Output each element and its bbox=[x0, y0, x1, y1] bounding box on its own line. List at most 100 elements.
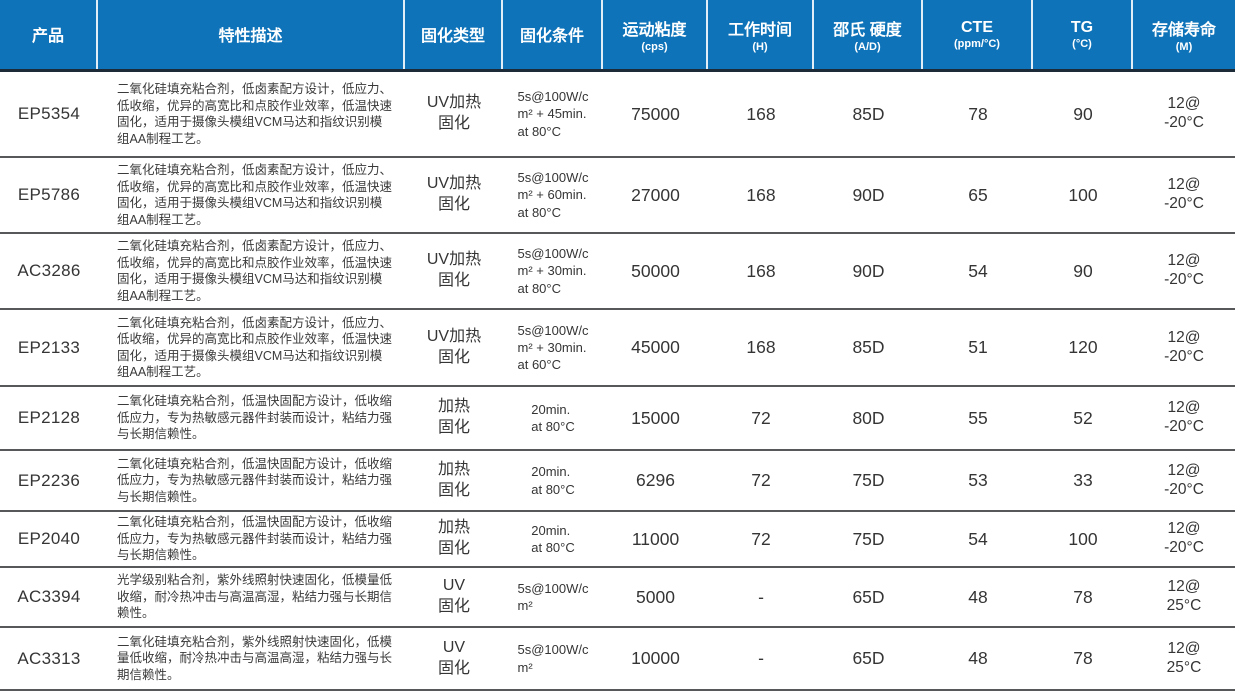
shelf-life-value: 12@ 25°C bbox=[1166, 578, 1202, 614]
column-header-label: 固化类型 bbox=[420, 28, 485, 45]
feature-description: 二氧化硅填充粘合剂，低卤素配方设计，低应力、低收缩，优异的高宽比和点胶作业效率，… bbox=[117, 163, 393, 227]
product-name: EP2133 bbox=[17, 337, 81, 357]
column-header-description: 特性描述 bbox=[98, 0, 405, 69]
feature-description: 光学级别粘合剂，紫外线照射快速固化，低模量低收缩，耐冷热冲击与高温高湿，粘结力强… bbox=[117, 573, 393, 621]
cte-value: 51 bbox=[968, 337, 988, 357]
work-time-value: 72 bbox=[751, 528, 771, 549]
column-header-hardness: 邵氏 硬度 (A/D) bbox=[814, 0, 923, 69]
cure-condition: 5s@100W/c m² + 60min. at 80°C bbox=[503, 158, 603, 232]
product-name: EP5786 bbox=[17, 185, 81, 204]
cure-condition-text: 5s@100W/c m² + 30min. at 60°C bbox=[517, 322, 589, 373]
cure-condition: 20min. at 80°C bbox=[503, 387, 603, 449]
table-row: EP2128 二氧化硅填充粘合剂，低温快固配方设计，低收缩低应力，专为热敏感元器… bbox=[0, 387, 1235, 451]
table-row: EP5354 二氧化硅填充粘合剂，低卤素配方设计，低应力、低收缩，优异的高宽比和… bbox=[0, 72, 1235, 158]
column-header-label: 固化条件 bbox=[519, 28, 584, 45]
product-name: EP5354 bbox=[17, 104, 81, 123]
feature-description: 二氧化硅填充粘合剂，低卤素配方设计，低应力、低收缩，优异的高宽比和点胶作业效率，… bbox=[117, 239, 393, 303]
column-header-label: TG bbox=[1070, 19, 1094, 36]
viscosity-value: 75000 bbox=[631, 103, 680, 124]
product-name: AC3286 bbox=[17, 261, 81, 280]
product-name: AC3394 bbox=[17, 587, 81, 606]
feature-description: 二氧化硅填充粘合剂，低温快固配方设计，低收缩低应力，专为热敏感元器件封装而设计，… bbox=[117, 515, 393, 563]
column-header-sub: (H) bbox=[752, 41, 768, 53]
tg-value: 33 bbox=[1073, 470, 1093, 490]
work-time-value: 72 bbox=[751, 407, 771, 428]
cure-condition-text: 5s@100W/c m² + 45min. at 80°C bbox=[517, 89, 589, 139]
viscosity-value: 10000 bbox=[631, 648, 680, 668]
column-header-sub: (M) bbox=[1175, 41, 1193, 53]
column-header-tg: TG (°C) bbox=[1033, 0, 1133, 69]
column-header-label: 存储寿命 bbox=[1151, 22, 1216, 39]
tg-value: 78 bbox=[1073, 648, 1093, 668]
cure-condition: 5s@100W/c m² + 45min. at 80°C bbox=[503, 72, 603, 156]
work-time-value: 168 bbox=[746, 260, 776, 281]
feature-description: 二氧化硅填充粘合剂，紫外线照射快速固化，低模量低收缩，耐冷热冲击与高温高湿，粘结… bbox=[117, 634, 393, 682]
cure-condition-text: 20min. at 80°C bbox=[531, 401, 575, 434]
feature-description: 二氧化硅填充粘合剂，低卤素配方设计，低应力、低收缩，优异的高宽比和点胶作业效率，… bbox=[117, 315, 393, 380]
hardness-value: 85D bbox=[852, 337, 885, 357]
hardness-value: 75D bbox=[852, 470, 885, 490]
column-header-label: 运动粘度 bbox=[622, 22, 687, 39]
column-header-sub: (°C) bbox=[1072, 38, 1092, 50]
cure-condition-text: 5s@100W/c m² bbox=[517, 642, 589, 675]
viscosity-value: 45000 bbox=[631, 337, 680, 357]
column-header-shelf-life: 存储寿命 (M) bbox=[1133, 0, 1235, 69]
hardness-value: 65D bbox=[852, 648, 885, 668]
work-time-value: 168 bbox=[746, 337, 776, 357]
column-header-work-time: 工作时间 (H) bbox=[708, 0, 814, 69]
column-header-cure-type: 固化类型 bbox=[405, 0, 503, 69]
cure-condition-text: 20min. at 80°C bbox=[531, 464, 575, 497]
shelf-life-value: 12@ -20°C bbox=[1164, 252, 1204, 288]
cure-type: 加热 固化 bbox=[437, 519, 470, 557]
tg-value: 100 bbox=[1068, 184, 1098, 205]
work-time-value: - bbox=[758, 586, 764, 607]
hardness-value: 65D bbox=[852, 586, 885, 607]
work-time-value: - bbox=[758, 648, 764, 668]
hardness-value: 75D bbox=[852, 528, 885, 549]
viscosity-value: 5000 bbox=[636, 586, 675, 607]
feature-description: 二氧化硅填充粘合剂，低卤素配方设计，低应力、低收缩，优异的高宽比和点胶作业效率，… bbox=[117, 82, 393, 146]
viscosity-value: 15000 bbox=[631, 407, 680, 428]
cure-condition-text: 5s@100W/c m² bbox=[517, 580, 589, 613]
product-name: EP2040 bbox=[17, 529, 81, 548]
cte-value: 48 bbox=[968, 648, 988, 668]
column-header-cure-condition: 固化条件 bbox=[503, 0, 603, 69]
cure-condition: 5s@100W/c m² bbox=[503, 628, 603, 689]
hardness-value: 80D bbox=[852, 407, 885, 428]
cure-type: UV加热 固化 bbox=[426, 327, 482, 366]
hardness-value: 90D bbox=[852, 260, 885, 281]
cure-condition-text: 20min. at 80°C bbox=[531, 522, 575, 555]
cure-condition: 20min. at 80°C bbox=[503, 512, 603, 566]
cure-type: UV 固化 bbox=[437, 638, 470, 677]
cte-value: 48 bbox=[968, 586, 988, 607]
table-row: EP5786 二氧化硅填充粘合剂，低卤素配方设计，低应力、低收缩，优异的高宽比和… bbox=[0, 158, 1235, 234]
tg-value: 90 bbox=[1073, 260, 1093, 281]
cure-type: UV加热 固化 bbox=[426, 251, 482, 289]
cte-value: 65 bbox=[968, 184, 988, 205]
tg-value: 90 bbox=[1073, 103, 1093, 124]
work-time-value: 168 bbox=[746, 184, 776, 205]
shelf-life-value: 12@ -20°C bbox=[1164, 520, 1204, 556]
cte-value: 54 bbox=[968, 528, 988, 549]
work-time-value: 168 bbox=[746, 103, 776, 124]
tg-value: 78 bbox=[1073, 586, 1093, 607]
feature-description: 二氧化硅填充粘合剂，低温快固配方设计，低收缩低应力，专为热敏感元器件封装而设计，… bbox=[117, 456, 393, 504]
column-header-sub: (cps) bbox=[641, 41, 668, 53]
cte-value: 55 bbox=[968, 407, 988, 428]
cure-type: UV加热 固化 bbox=[426, 175, 482, 213]
column-header-label: 工作时间 bbox=[727, 22, 792, 39]
column-header-product: 产品 bbox=[0, 0, 98, 69]
viscosity-value: 27000 bbox=[631, 184, 680, 205]
table-row: AC3313 二氧化硅填充粘合剂，紫外线照射快速固化，低模量低收缩，耐冷热冲击与… bbox=[0, 628, 1235, 691]
cure-condition-text: 5s@100W/c m² + 30min. at 80°C bbox=[517, 246, 589, 296]
column-header-label: 产品 bbox=[31, 28, 64, 45]
shelf-life-value: 12@ 25°C bbox=[1166, 639, 1202, 676]
cure-type: UV加热 固化 bbox=[426, 94, 482, 132]
viscosity-value: 11000 bbox=[631, 528, 680, 549]
table-body: EP5354 二氧化硅填充粘合剂，低卤素配方设计，低应力、低收缩，优异的高宽比和… bbox=[0, 72, 1235, 691]
shelf-life-value: 12@ -20°C bbox=[1164, 461, 1204, 498]
feature-description: 二氧化硅填充粘合剂，低温快固配方设计，低收缩低应力，专为热敏感元器件封装而设计，… bbox=[117, 394, 393, 442]
column-header-label: 特性描述 bbox=[218, 28, 283, 45]
cure-condition-text: 5s@100W/c m² + 60min. at 80°C bbox=[517, 170, 589, 220]
